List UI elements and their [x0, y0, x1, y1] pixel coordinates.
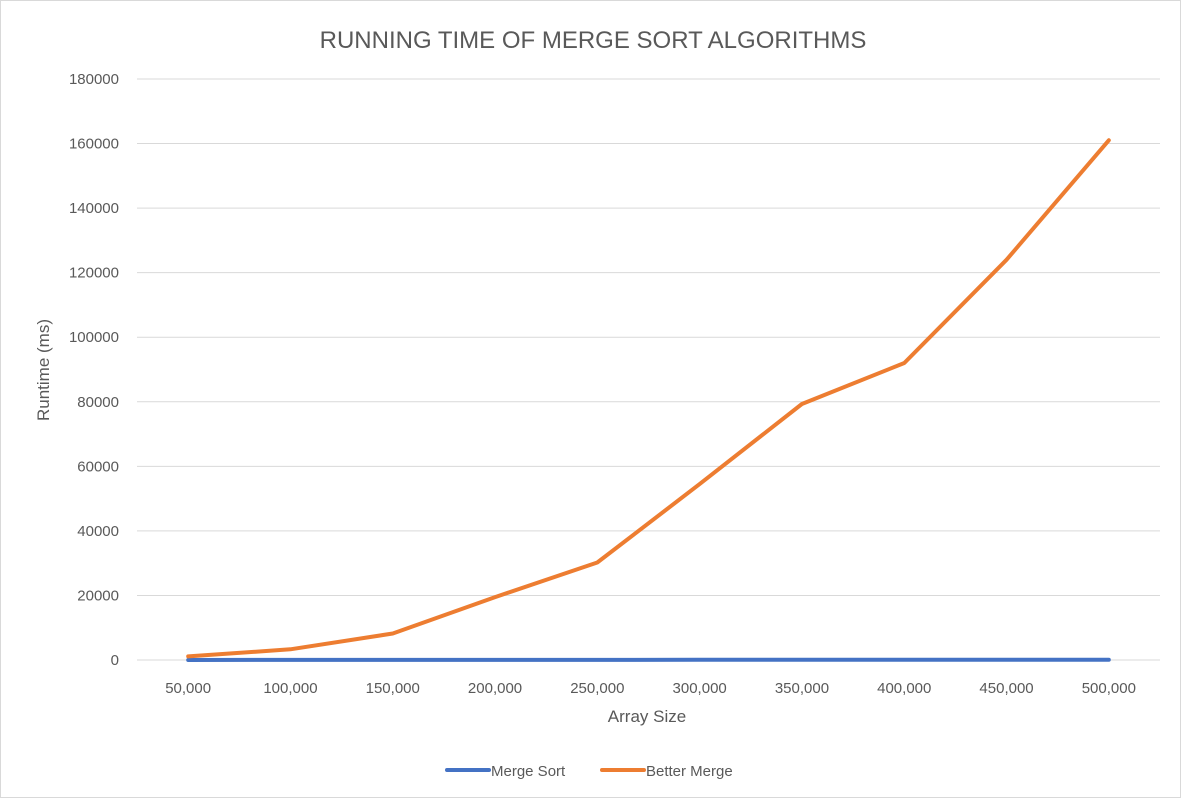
y-tick-label: 180000: [69, 71, 119, 88]
x-tick-label: 400,000: [877, 680, 931, 697]
y-tick-label: 20000: [77, 587, 119, 604]
x-tick-label: 500,000: [1082, 680, 1136, 697]
y-axis-ticks: 0 20000 40000 60000 80000 100000 120000 140000 1…: [69, 71, 119, 669]
x-axis-title: Array Size: [608, 707, 686, 726]
y-tick-label: 80000: [77, 394, 119, 411]
legend-label: Merge Sort: [491, 763, 566, 780]
series-line-better-merge: [186, 138, 1111, 659]
legend: Merge Sort Better Merge: [445, 763, 733, 780]
x-tick-label: 200,000: [468, 680, 522, 697]
x-tick-label: 250,000: [570, 680, 624, 697]
x-tick-label: 350,000: [775, 680, 829, 697]
x-tick-label: 100,000: [263, 680, 317, 697]
x-tick-label: 150,000: [366, 680, 420, 697]
y-tick-label: 100000: [69, 329, 119, 346]
y-tick-label: 40000: [77, 523, 119, 540]
y-tick-label: 160000: [69, 136, 119, 153]
gridlines: [137, 78, 1160, 661]
x-tick-label: 50,000: [165, 680, 211, 697]
series-lines: [186, 138, 1111, 662]
x-tick-label: 300,000: [673, 680, 727, 697]
y-tick-label: 120000: [69, 265, 119, 282]
y-tick-label: 0: [111, 652, 119, 669]
x-tick-label: 450,000: [979, 680, 1033, 697]
x-axis-ticks: 50,000 100,000 150,000 200,000 250,000 300,00…: [165, 680, 1136, 697]
y-tick-label: 140000: [69, 200, 119, 217]
chart-title: RUNNING TIME OF MERGE SORT ALGORITHMS: [320, 27, 867, 54]
y-axis-title: Runtime (ms): [34, 319, 53, 421]
y-tick-label: 60000: [77, 458, 119, 475]
legend-label: Better Merge: [646, 763, 733, 780]
